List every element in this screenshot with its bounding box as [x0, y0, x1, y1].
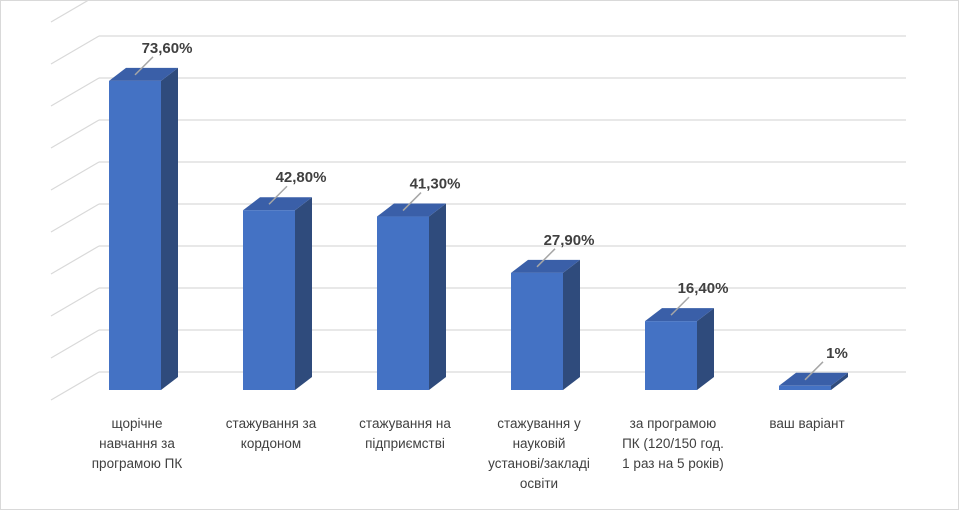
bar-top	[109, 67, 178, 81]
gridline-depth	[50, 1, 89, 23]
category-label-line: ПК (120/150 год.	[622, 436, 724, 451]
bar-top	[645, 308, 714, 322]
category-label: стажування на підприємстві	[359, 416, 451, 451]
labels: 73,60% щорічне навчання за програмою ПК 42,8…	[92, 40, 848, 491]
data-label: 41,30%	[410, 176, 461, 193]
category-label-line: науковій	[513, 436, 566, 451]
data-label-leader	[670, 296, 690, 316]
bar	[645, 321, 697, 390]
data-label: 16,40%	[678, 280, 729, 297]
category-label-line: підприємстві	[365, 436, 445, 451]
category-label-line: за програмою	[630, 416, 717, 431]
bar-top	[377, 203, 446, 217]
category-label-line: програмою ПК	[92, 456, 183, 471]
data-label-leader	[536, 248, 556, 268]
gridline-depth	[50, 161, 100, 191]
bar-side	[161, 67, 178, 390]
bar	[243, 210, 295, 390]
category-label: за програмою ПК (120/150 год. 1 раз на 5 р…	[622, 416, 724, 471]
data-label: 27,90%	[544, 232, 595, 249]
category-label-line: навчання за	[99, 436, 175, 451]
category-label-line: 1 раз на 5 років)	[622, 456, 724, 471]
bar-side	[563, 259, 580, 390]
gridline-depth	[50, 77, 100, 107]
data-label: 42,80%	[276, 169, 327, 186]
gridlines	[50, 1, 906, 401]
gridline-depth	[50, 287, 100, 317]
gridline-depth	[50, 329, 100, 359]
data-label: 73,60%	[142, 40, 193, 57]
data-label: 1%	[826, 345, 848, 362]
data-label-leader	[402, 192, 422, 212]
gridline-depth	[50, 245, 100, 275]
bar-side	[429, 203, 446, 390]
bar-top	[511, 259, 580, 273]
bar	[109, 80, 161, 390]
bar-side	[831, 372, 848, 390]
gridline-depth	[50, 203, 100, 233]
gridline-depth	[50, 371, 100, 401]
bar	[511, 272, 563, 390]
category-label-line: кордоном	[241, 436, 301, 451]
category-label-line: стажування у	[497, 416, 581, 431]
gridline-depth	[50, 35, 100, 65]
category-label-line: щорічне	[112, 416, 163, 431]
category-label: стажування за кордоном	[226, 416, 317, 451]
data-label-leader	[268, 185, 288, 205]
bar	[779, 385, 831, 390]
bar-side	[697, 308, 714, 390]
bar	[377, 216, 429, 390]
category-label: стажування у науковій установі/закладі осві…	[488, 416, 590, 491]
category-label: щорічне навчання за програмою ПК	[92, 416, 183, 471]
category-label: ваш варіант	[769, 416, 844, 431]
bars	[109, 67, 848, 390]
category-label-line: ваш варіант	[769, 416, 844, 431]
gridline-depth	[50, 119, 100, 149]
category-label-line: стажування на	[359, 416, 451, 431]
bar-side	[295, 197, 312, 390]
category-label-line: стажування за	[226, 416, 317, 431]
data-label-leader	[134, 56, 154, 76]
category-label-line: установі/закладі	[488, 456, 590, 471]
bar-top	[779, 372, 848, 386]
bar-top	[243, 197, 312, 211]
data-label-leader	[804, 361, 824, 381]
category-label-line: освіти	[520, 476, 558, 491]
